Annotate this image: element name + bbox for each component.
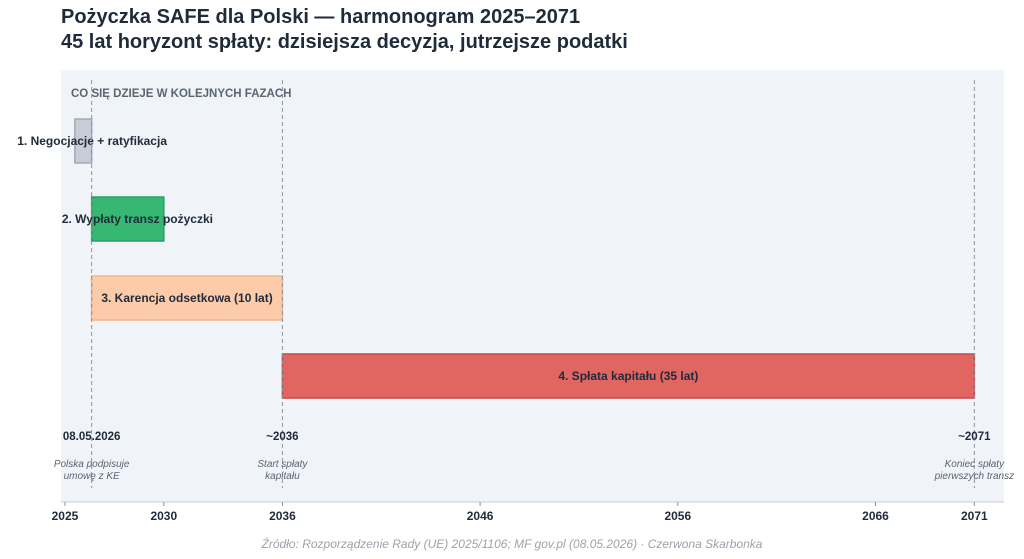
- phase-bar-1: [74, 118, 93, 164]
- x-tick-label-2071: 2071: [961, 509, 988, 523]
- x-tick-label-2036: 2036: [269, 509, 296, 523]
- phase-label-2: 2. Wypłaty transz pożyczki: [62, 212, 213, 226]
- phase-label-4: 4. Spłata kapitału (35 lat): [558, 369, 698, 383]
- x-tick-label-2030: 2030: [150, 509, 177, 523]
- phase-bar-3: [90, 275, 284, 321]
- phase-bar-2: [90, 196, 165, 242]
- marker-label-1: 08.05.2026: [63, 431, 121, 443]
- title-line-2: 45 lat horyzont spłaty: dzisiejsza decyz…: [61, 31, 628, 53]
- marker-note-1-line2: umowę z KE: [64, 471, 120, 482]
- marker-note-1-line1: Polska podpisuje: [54, 459, 130, 470]
- x-tick-label-2056: 2056: [664, 509, 691, 523]
- marker-note-2-line1: Start spłaty: [257, 459, 308, 470]
- source-note: Źródło: Rozporządzenie Rady (UE) 2025/11…: [261, 537, 763, 551]
- title-line-1: Pożyczka SAFE dla Polski — harmonogram 2…: [61, 6, 581, 28]
- phase-label-1: 1. Negocjacje + ratyfikacja: [17, 134, 167, 148]
- marker-note-2-line2: kapitału: [265, 471, 300, 482]
- marker-label-2: ~2036: [266, 431, 298, 443]
- x-tick-label-2025: 2025: [52, 509, 79, 523]
- x-tick-label-2046: 2046: [467, 509, 494, 523]
- x-tick-label-2066: 2066: [862, 509, 889, 523]
- marker-note-3-line1: Koniec spłaty: [945, 459, 1005, 470]
- marker-note-3-line2: pierwszych transz: [934, 471, 1014, 482]
- section-label: CO SIĘ DZIEJE W KOLEJNYCH FAZACH: [71, 88, 291, 100]
- marker-label-3: ~2071: [958, 431, 991, 443]
- phase-label-3: 3. Karencja odsetkowa (10 lat): [101, 291, 272, 305]
- chart-title: Pożyczka SAFE dla Polski — harmonogram 2…: [61, 5, 628, 55]
